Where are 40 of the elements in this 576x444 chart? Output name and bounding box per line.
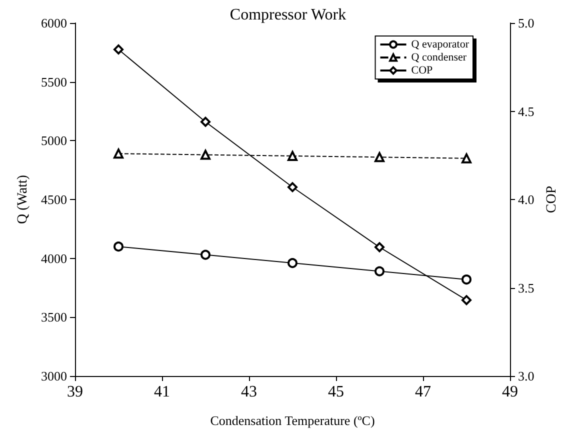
y2-tick-label: 4.5 bbox=[518, 104, 534, 119]
y2-tick-label: 4.0 bbox=[518, 192, 534, 207]
x-tick-label: 47 bbox=[415, 384, 431, 400]
x-axis-title: Condensation Temperature (ºC) bbox=[210, 413, 375, 428]
y-tick-label: 5500 bbox=[41, 74, 67, 90]
y-tick-label: 5000 bbox=[41, 133, 67, 148]
point bbox=[374, 242, 384, 252]
chart-title: Compressor Work bbox=[230, 6, 346, 24]
x-tick-label: 45 bbox=[328, 384, 344, 400]
y2-tick-label: 3.0 bbox=[518, 368, 534, 384]
y2-axis-title: COP bbox=[544, 186, 560, 214]
point bbox=[462, 153, 472, 164]
point bbox=[288, 258, 298, 268]
point bbox=[288, 150, 298, 161]
x-tick-label: 43 bbox=[241, 384, 257, 400]
point bbox=[374, 266, 384, 276]
point bbox=[114, 148, 124, 159]
y-axis-title: Q (Watt) bbox=[16, 174, 30, 224]
point bbox=[114, 242, 124, 252]
legend-label: Q condenser bbox=[411, 52, 467, 64]
legend-label: COP bbox=[411, 64, 433, 76]
y-tick-label: 6000 bbox=[41, 16, 67, 30]
y-tick-label: 3500 bbox=[41, 310, 67, 325]
y-tick-label: 4000 bbox=[41, 250, 67, 266]
y-tick-label: 4500 bbox=[41, 192, 67, 207]
point bbox=[462, 295, 472, 306]
point bbox=[462, 274, 472, 285]
y-tick-label: 3000 bbox=[41, 368, 67, 384]
x-tick-label: 49 bbox=[502, 384, 518, 400]
point bbox=[200, 116, 210, 127]
x-tick-label: 39 bbox=[67, 384, 83, 400]
y2-tick-label: 5.0 bbox=[518, 16, 534, 30]
point bbox=[200, 250, 210, 260]
x-tick-label: 41 bbox=[154, 384, 170, 400]
point bbox=[288, 182, 298, 192]
point bbox=[114, 44, 124, 54]
point bbox=[200, 150, 210, 160]
point bbox=[374, 152, 384, 162]
legend-label: Q evaporator bbox=[411, 38, 470, 50]
y2-tick-label: 3.5 bbox=[518, 280, 534, 296]
